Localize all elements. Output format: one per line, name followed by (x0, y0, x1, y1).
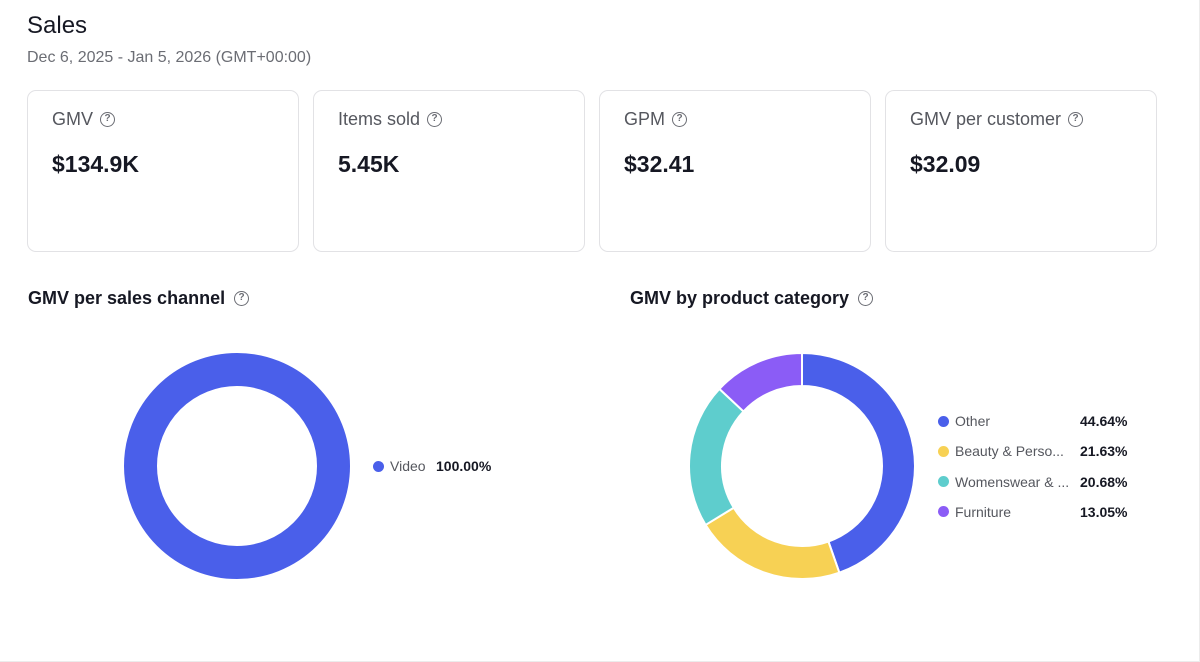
question-circle-icon[interactable]: ? (427, 112, 443, 127)
kpi-value: $134.9K (52, 151, 139, 177)
question-circle-icon[interactable]: ? (100, 112, 116, 127)
sales-channel-donut-chart (124, 353, 350, 579)
legend-label: Video (390, 458, 426, 474)
legend-item[interactable]: Other 44.64% (938, 412, 1127, 430)
data-label: 13.05% (1080, 503, 1128, 520)
legend-item[interactable]: Womenswear & ... 20.68% (938, 473, 1127, 491)
legend-item[interactable]: Video 100.00% (373, 457, 491, 475)
date-range: Dec 6, 2025 - Jan 5, 2026 (GMT+00:00) (27, 49, 312, 66)
question-circle-icon[interactable]: ? (858, 291, 874, 306)
kpi-value: $32.09 (910, 151, 981, 177)
legend-dot (938, 415, 949, 427)
kpi-card-items-sold[interactable]: Items sold ? 5.45K (313, 90, 585, 252)
kpi-label: Items sold (338, 109, 421, 129)
chart-title-product-category: GMV by product category ? (630, 288, 874, 309)
donut-slice-womenswear[interactable] (688, 387, 745, 527)
legend-dot (373, 460, 384, 472)
legend-label: Furniture (955, 503, 1012, 520)
donut-slice-furniture[interactable] (717, 351, 803, 413)
kpi-card-gpm[interactable]: GPM ? $32.41 (599, 90, 871, 252)
kpi-label: GPM (624, 109, 666, 129)
kpi-value: 5.45K (338, 151, 400, 177)
kpi-card-gmv[interactable]: GMV ? $134.9K (27, 90, 299, 252)
legend-item[interactable]: Beauty & Perso... 21.63% (938, 442, 1127, 460)
legend-label: Womenswear & ... (955, 473, 1070, 490)
question-circle-icon[interactable]: ? (1068, 112, 1084, 127)
donut-slice-video[interactable] (124, 353, 350, 579)
data-label: 44.64% (1080, 413, 1128, 429)
donut-slice-other[interactable] (801, 351, 916, 574)
legend-dot (938, 476, 949, 488)
data-label: 100.00% (436, 458, 492, 474)
legend-dot (938, 506, 949, 518)
chart-title-sales-channel: GMV per sales channel ? (28, 288, 250, 309)
question-circle-icon[interactable]: ? (672, 112, 688, 127)
legend-dot (938, 445, 949, 457)
data-label: 21.63% (1080, 443, 1128, 460)
data-label: 20.68% (1080, 473, 1128, 490)
legend-item[interactable]: Furniture 13.05% (938, 503, 1127, 521)
legend-label: Beauty & Perso... (955, 443, 1064, 460)
page-title: Sales (27, 12, 88, 39)
kpi-card-gmv-per-customer[interactable]: GMV per customer ? $32.09 (885, 90, 1157, 252)
donut-slice-beauty-perso[interactable] (704, 506, 841, 580)
question-circle-icon[interactable]: ? (234, 291, 250, 306)
legend-label: Other (955, 413, 991, 429)
kpi-label: GMV (52, 109, 94, 129)
product-category-donut-chart (688, 351, 916, 580)
kpi-value: $32.41 (624, 151, 695, 177)
kpi-label: GMV per customer (910, 109, 1062, 129)
